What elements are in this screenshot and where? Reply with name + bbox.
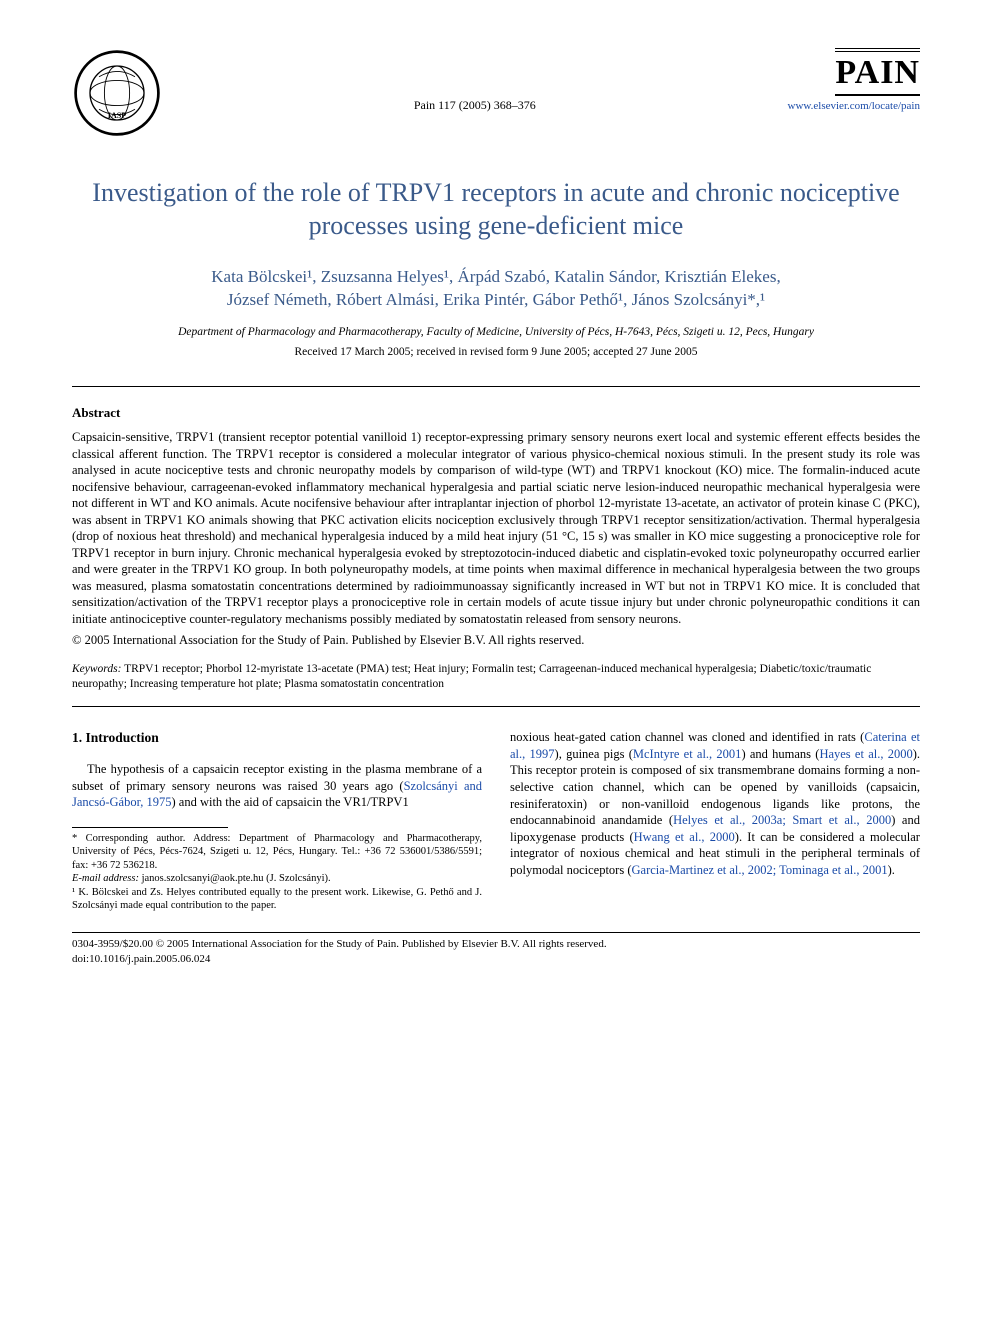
ref-link[interactable]: Helyes et al., 2003a; Smart et al., 2000 [673, 813, 891, 827]
intro-text-1b: ) and with the aid of capsaicin the VR1/… [171, 795, 408, 809]
t2b: ), guinea pigs ( [555, 747, 633, 761]
email-value[interactable]: janos.szolcsanyi@aok.pte.hu (J. Szolcsán… [139, 873, 331, 884]
authors-line-1: Kata Bölcskei¹, Zsuzsanna Helyes¹, Árpád… [72, 265, 920, 289]
abstract-heading: Abstract [72, 405, 920, 421]
page-header: IASP Pain 117 (2005) 368–376 PAIN www.el… [72, 48, 920, 138]
page-footer: 0304-3959/$20.00 © 2005 International As… [72, 937, 920, 966]
rule-bottom [72, 706, 920, 707]
footnote-email: E-mail address: janos.szolcsanyi@aok.pte… [72, 872, 482, 885]
column-left: 1. Introduction The hypothesis of a caps… [72, 729, 482, 912]
authors: Kata Bölcskei¹, Zsuzsanna Helyes¹, Árpád… [72, 265, 920, 313]
article-dates: Received 17 March 2005; received in revi… [72, 346, 920, 358]
footnote-rule [72, 827, 228, 828]
footer-doi: doi:10.1016/j.pain.2005.06.024 [72, 952, 920, 966]
keywords-label: Keywords: [72, 663, 121, 675]
footnotes: * Corresponding author. Address: Departm… [72, 832, 482, 913]
abstract-body: Capsaicin-sensitive, TRPV1 (transient re… [72, 429, 920, 627]
intro-heading: 1. Introduction [72, 729, 482, 747]
abstract-block: Abstract Capsaicin-sensitive, TRPV1 (tra… [72, 405, 920, 648]
ref-link[interactable]: Hwang et al., 2000 [634, 830, 735, 844]
journal-name: PAIN [835, 48, 920, 96]
rule-top [72, 386, 920, 387]
affiliation: Department of Pharmacology and Pharmacot… [72, 326, 920, 338]
keywords-text: TRPV1 receptor; Phorbol 12-myristate 13-… [72, 663, 871, 690]
abstract-copyright: © 2005 International Association for the… [72, 633, 920, 648]
keywords: Keywords: TRPV1 receptor; Phorbol 12-myr… [72, 662, 920, 692]
t2g: ). [888, 863, 895, 877]
footnote-contrib: ¹ K. Bölcskei and Zs. Helyes contributed… [72, 886, 482, 913]
ref-link[interactable]: Hayes et al., 2000 [819, 747, 912, 761]
footer-rule [72, 932, 920, 933]
journal-url[interactable]: www.elsevier.com/locate/pain [788, 100, 920, 112]
body-columns: 1. Introduction The hypothesis of a caps… [72, 729, 920, 912]
iasp-logo: IASP [72, 48, 162, 138]
ref-link[interactable]: McIntyre et al., 2001 [633, 747, 742, 761]
intro-para-1: The hypothesis of a capsaicin receptor e… [72, 761, 482, 811]
svg-text:IASP: IASP [108, 111, 126, 120]
t2c: ) and humans ( [741, 747, 819, 761]
article-title: Investigation of the role of TRPV1 recep… [72, 176, 920, 243]
email-label: E-mail address: [72, 873, 139, 884]
t2a: noxious heat-gated cation channel was cl… [510, 730, 864, 744]
header-citation: Pain 117 (2005) 368–376 [162, 48, 788, 113]
footer-copyright: 0304-3959/$20.00 © 2005 International As… [72, 937, 920, 951]
authors-line-2: József Németh, Róbert Almási, Erika Pint… [72, 288, 920, 312]
footnote-corresponding: * Corresponding author. Address: Departm… [72, 832, 482, 872]
column-right: noxious heat-gated cation channel was cl… [510, 729, 920, 912]
citation-text: Pain 117 (2005) 368–376 [414, 98, 536, 112]
intro-para-2: noxious heat-gated cation channel was cl… [510, 729, 920, 879]
ref-link[interactable]: Garcia-Martinez et al., 2002; Tominaga e… [632, 863, 888, 877]
journal-logo-block: PAIN www.elsevier.com/locate/pain [788, 48, 920, 112]
